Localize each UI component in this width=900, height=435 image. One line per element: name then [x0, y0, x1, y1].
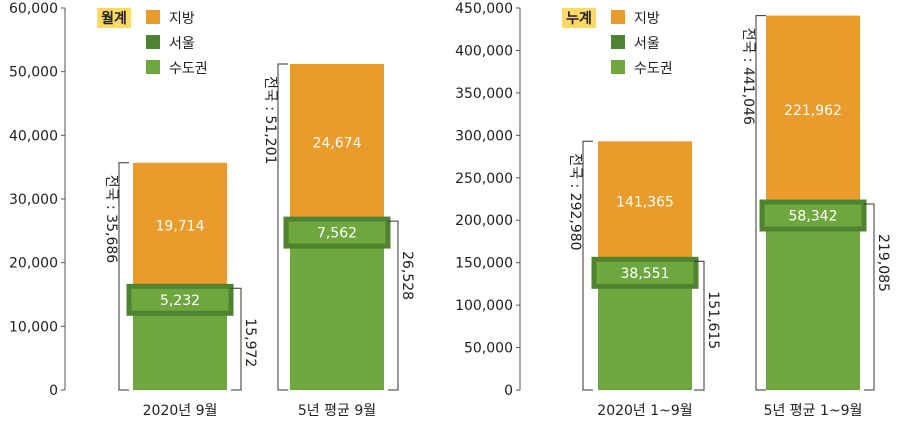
bar-seoul-block — [126, 283, 234, 316]
bar-sudogwon — [766, 204, 860, 390]
y-tick-label: 450,000 — [455, 1, 513, 17]
sudogwon-value-label: 26,528 — [399, 251, 415, 300]
legend-swatch — [611, 10, 625, 24]
y-tick-label: 50,000 — [9, 65, 58, 81]
badge-label: 누계 — [566, 11, 592, 27]
jibang-value-label: 141,365 — [616, 194, 674, 210]
sudogwon-value-label: 15,972 — [242, 318, 258, 367]
legend-swatch — [146, 10, 160, 24]
jibang-value-label: 24,674 — [313, 136, 362, 152]
x-category-label: 5년 평균 9월 — [298, 403, 376, 419]
y-tick-label: 0 — [504, 383, 513, 399]
total-bracket — [277, 63, 288, 391]
y-tick-label: 200,000 — [455, 213, 513, 229]
total-label: 전국 : 35,686 — [103, 175, 119, 263]
total-label: 전국 : 51,201 — [262, 76, 278, 164]
y-tick-label: 10,000 — [9, 319, 58, 335]
bar-seoul-block — [759, 199, 867, 232]
legend-label: 수도권 — [634, 61, 673, 77]
legend-label: 서울 — [634, 36, 660, 52]
badge-box — [97, 8, 131, 28]
bar-jibang — [598, 141, 692, 262]
legend-swatch — [146, 35, 160, 49]
y-tick-label: 20,000 — [9, 256, 58, 272]
y-tick-label: 400,000 — [455, 43, 513, 59]
seoul-value-label: 58,342 — [789, 209, 838, 225]
y-tick-label: 300,000 — [455, 128, 513, 144]
y-tick-label: 60,000 — [9, 1, 58, 17]
seoul-value-label: 7,562 — [317, 226, 357, 242]
x-category-label: 2020년 1~9월 — [597, 403, 692, 419]
bar-seoul-block — [283, 216, 391, 249]
sudogwon-bracket — [388, 220, 399, 391]
bar-jibang — [290, 64, 384, 222]
y-tick-label: 250,000 — [455, 171, 513, 187]
x-category-label: 2020년 9월 — [143, 403, 218, 419]
bar-jibang — [766, 15, 860, 205]
chart-monthly: 0 10,000 20,000 30,000 40,000 50,000 60,000 월계 지… — [9, 1, 415, 419]
sudogwon-bracket — [694, 260, 705, 391]
total-label: 전국 : 441,046 — [740, 28, 756, 125]
badge-label: 월계 — [101, 10, 127, 27]
y-tick-label: 100,000 — [455, 298, 513, 314]
bar-jibang — [133, 162, 227, 289]
sudogwon-bracket — [864, 203, 875, 391]
chart-cumulative: 0 50,000 100,000 150,000 200,000 250,000 300,0… — [455, 1, 891, 419]
seoul-value-label: 38,551 — [621, 266, 670, 282]
bar-seoul-block — [591, 256, 699, 289]
legend-label: 지방 — [634, 11, 660, 27]
legend-swatch — [611, 35, 625, 49]
total-bracket — [755, 15, 766, 391]
x-category-label: 5년 평균 1~9월 — [764, 403, 863, 419]
legend-label: 서울 — [169, 36, 195, 52]
legend-swatch — [611, 60, 625, 74]
sudogwon-value-label: 151,615 — [705, 291, 721, 349]
total-label: 전국 : 292,980 — [567, 153, 583, 250]
sudogwon-bracket — [231, 287, 242, 391]
jibang-value-label: 19,714 — [156, 219, 205, 235]
bar-sudogwon — [290, 221, 384, 390]
total-bracket — [118, 162, 129, 391]
legend-label: 지방 — [169, 11, 195, 27]
y-tick-label: 50,000 — [464, 341, 513, 357]
legend-label: 수도권 — [169, 61, 208, 77]
y-tick-label: 0 — [49, 383, 58, 399]
seoul-value-label: 5,232 — [160, 293, 200, 309]
legend-swatch — [146, 60, 160, 74]
total-bracket — [582, 140, 593, 391]
jibang-value-label: 221,962 — [784, 103, 842, 119]
y-tick-label: 150,000 — [455, 256, 513, 272]
sudogwon-value-label: 219,085 — [875, 234, 891, 292]
y-tick-label: 40,000 — [9, 128, 58, 144]
badge-box — [562, 8, 596, 28]
y-tick-label: 350,000 — [455, 86, 513, 102]
y-tick-label: 30,000 — [9, 192, 58, 208]
